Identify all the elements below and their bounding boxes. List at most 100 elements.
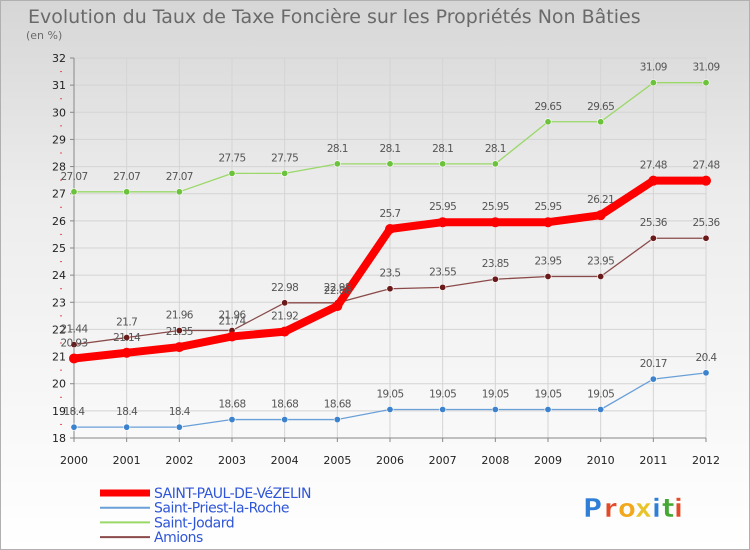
data-label: 21.14 [113,332,141,344]
y-tick-label: 30 [52,106,66,119]
brand-letter: t [662,494,674,524]
chart-title: Evolution du Taux de Taxe Foncière sur l… [28,6,641,28]
data-point [386,285,394,293]
data-label: 27.75 [271,152,298,164]
data-label: 18.4 [116,406,138,418]
data-label: 28.1 [485,143,506,155]
data-point [174,342,185,353]
labels-layer: 20.93 21.14 21.35 21.74 21.92 22.86 25.7 25.95 2… [60,62,721,418]
data-label: 22.98 [271,282,298,294]
legend-label-1: Saint-Priest-la-Roche [154,501,289,517]
data-label: 18.68 [218,399,245,411]
data-point [702,369,710,377]
data-point [649,79,657,87]
x-tick-label: 2010 [587,454,615,467]
data-point [386,160,394,168]
x-tick-label: 2004 [271,454,299,467]
data-point [69,353,79,364]
data-label: 22.98 [324,282,351,294]
data-label: 22.86 [324,285,352,297]
y-tick-label: 20 [52,378,66,391]
legend: SAINT-PAUL-DE-VéZELINSaint-Priest-la-Roc… [100,486,311,546]
data-label: 19.05 [534,389,561,401]
data-label: 21.35 [166,326,193,338]
y-tick-label: 28 [52,161,66,174]
data-label: 25.36 [692,217,720,229]
data-point [121,347,132,358]
data-label: 23.95 [587,256,614,268]
data-label: 27.07 [113,171,140,183]
y-tick-label: 21 [52,351,66,364]
data-point [227,331,237,342]
data-label: 27.75 [218,152,245,164]
data-point [701,175,711,186]
data-label: 19.05 [482,389,509,401]
data-point [490,217,501,228]
data-label: 31.09 [640,62,667,74]
data-label: 20.93 [60,337,87,349]
data-point [437,217,448,228]
data-label: 23.5 [380,268,401,280]
x-tick-label: 2012 [692,454,720,467]
y-tick-label: 32 [52,52,66,65]
data-point [544,118,552,126]
data-point [385,224,395,234]
x-tick-label: 2000 [60,454,88,467]
y-tick-label: 24 [52,269,66,282]
brand-letter: r [604,494,617,524]
x-tick-label: 2001 [113,454,141,467]
x-tick-label: 2005 [323,454,351,467]
data-label: 27.48 [692,160,719,172]
data-label: 29.65 [587,101,614,113]
data-point [123,423,131,431]
data-label: 23.95 [534,256,561,268]
data-point [649,234,657,242]
data-point [543,217,553,228]
data-label: 23.85 [482,258,509,270]
data-point [175,327,183,335]
data-point [439,283,447,291]
data-point [281,169,289,177]
axes: 18 19 20 21 22 23 24 25 26 27 28 29 30 31 32 2000 2001 20… [52,52,720,467]
data-label: 25.95 [482,201,509,213]
data-point [175,188,183,196]
x-tick-label: 2003 [218,454,246,467]
x-tick-label: 2008 [481,454,509,467]
data-label: 18.4 [64,406,86,418]
brand-letter: i [652,494,661,524]
data-label: 21.74 [218,315,246,327]
chart-subtitle: (en %) [26,29,62,42]
y-tick-label: 26 [52,215,66,228]
data-point [595,210,606,221]
data-label: 25.7 [380,208,401,220]
data-point [123,334,131,342]
data-point [544,272,552,280]
data-label: 23.55 [429,266,456,278]
data-point [597,272,605,280]
data-point [333,416,341,424]
data-label: 28.1 [380,143,401,155]
data-point [228,169,236,177]
x-tick-label: 2002 [165,454,193,467]
data-label: 25.95 [429,201,456,213]
data-label: 27.48 [640,160,667,172]
data-label: 18.68 [271,399,298,411]
data-label: 20.17 [640,358,667,370]
data-point [702,79,710,87]
data-label: 20.4 [696,352,718,364]
data-point [386,405,394,413]
legend-label-2: Saint-Jodard [154,515,234,531]
data-point [597,405,605,413]
data-label: 28.1 [432,143,453,155]
data-point [491,275,499,283]
data-label: 25.36 [640,217,668,229]
data-point [649,375,657,383]
data-label: 27.07 [60,171,87,183]
data-point [70,188,78,196]
data-label: 26.21 [587,194,614,206]
data-label: 18.4 [169,406,191,418]
data-label: 19.05 [429,389,456,401]
